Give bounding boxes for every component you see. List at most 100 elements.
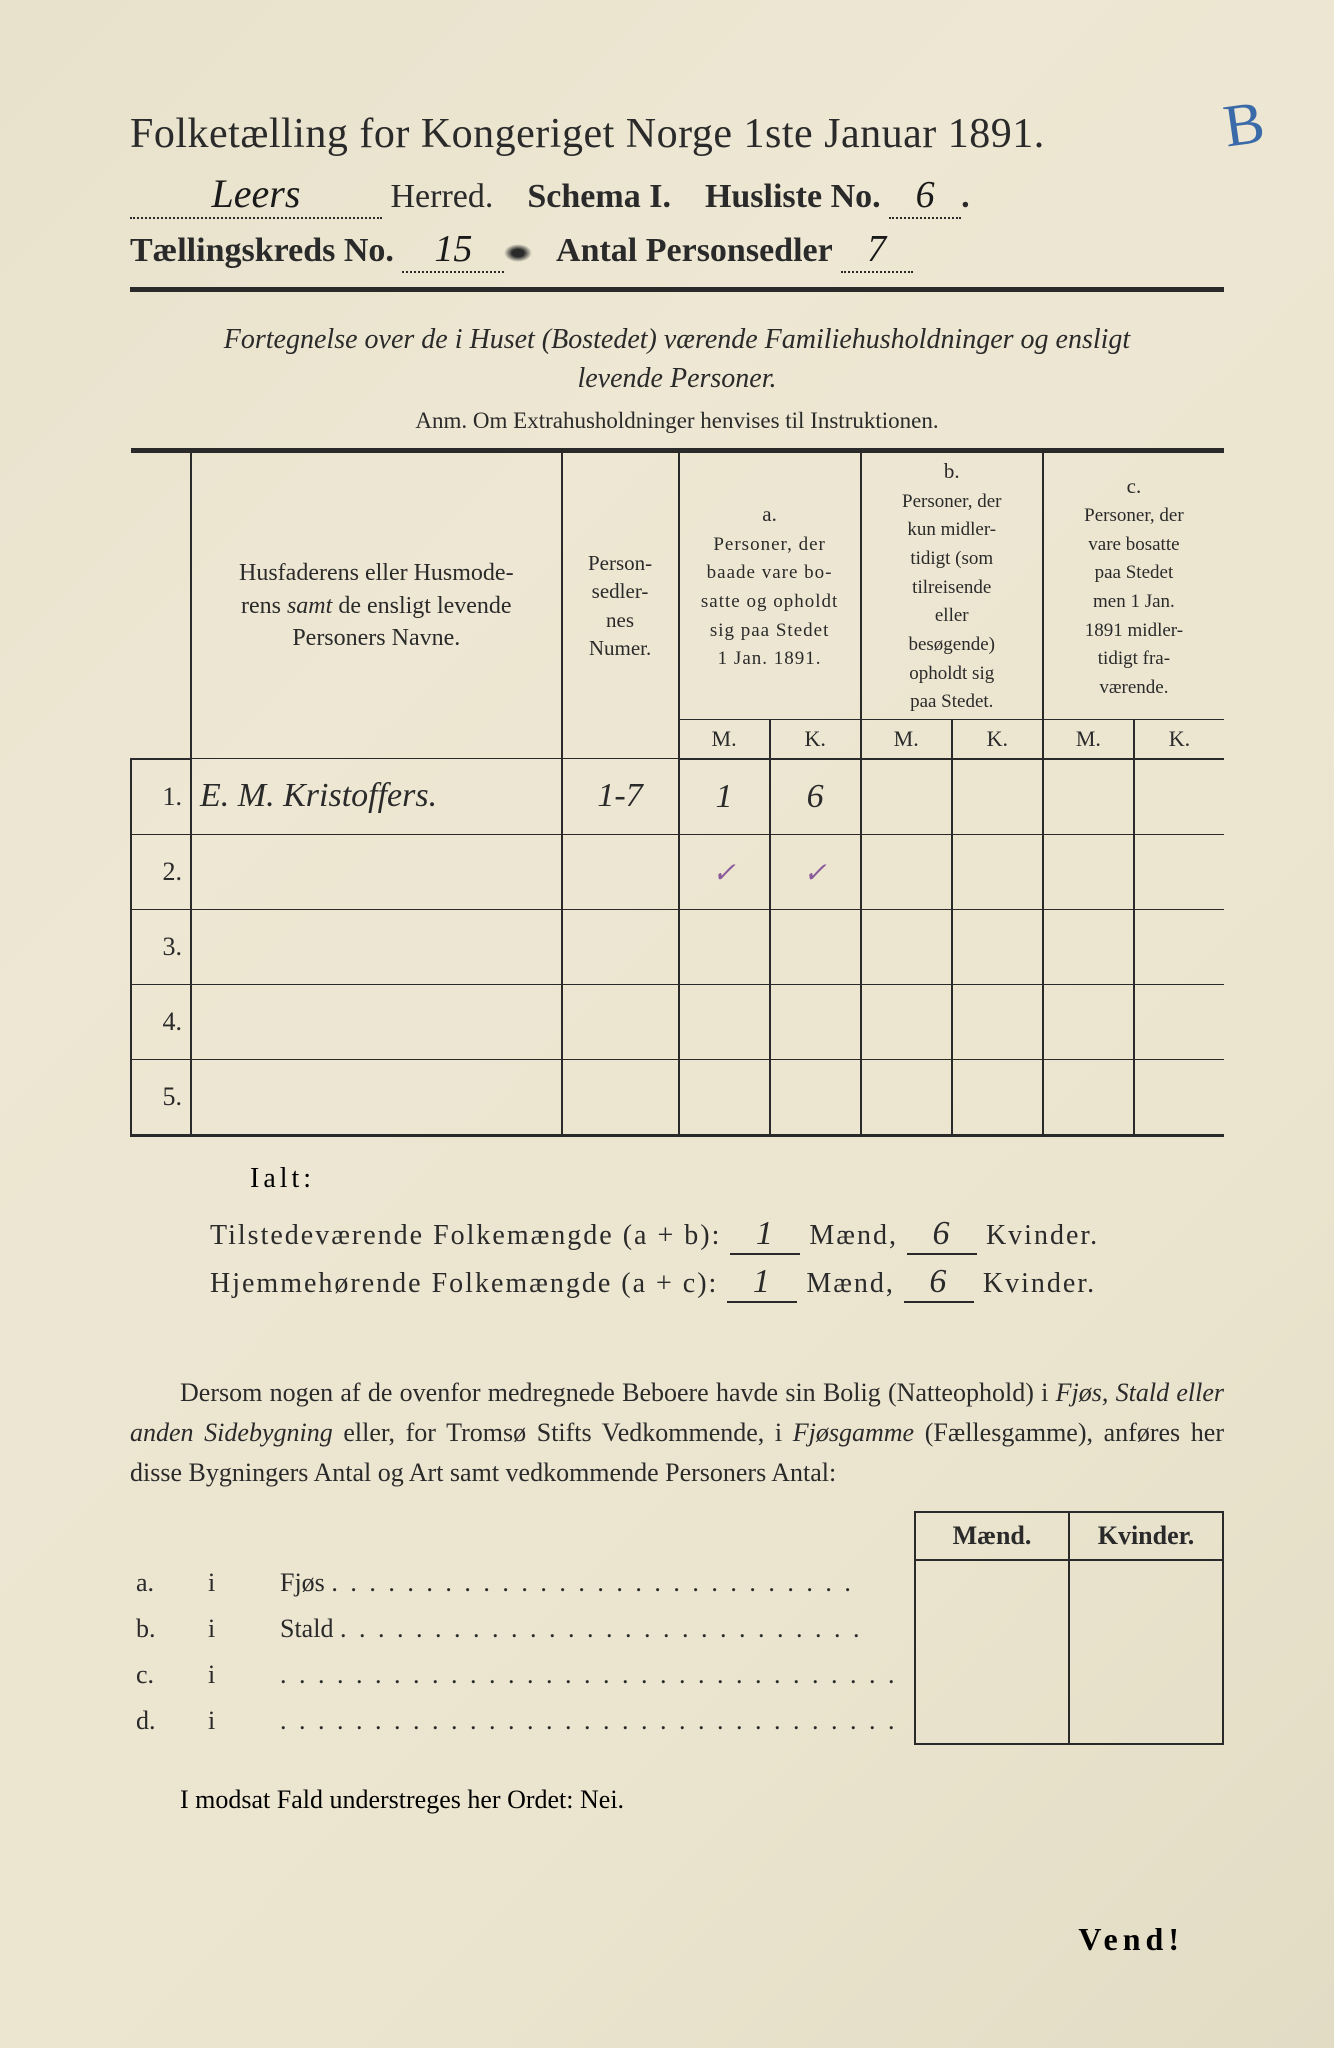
- col-maend: Mænd.: [915, 1512, 1069, 1560]
- row-letter: c.: [130, 1652, 202, 1698]
- antal-value: 7: [841, 227, 913, 273]
- dots: . . . . . . . . . . . . . . . . . . . . …: [331, 1568, 854, 1597]
- row-num: 4.: [131, 984, 191, 1059]
- resident-k: 6: [904, 1263, 974, 1303]
- modsat-line: I modsat Fald understreges her Ordet: Ne…: [130, 1785, 1224, 1815]
- row-letter: b.: [130, 1606, 202, 1652]
- row-type: . . . . . . . . . . . . . . . . . . . . …: [274, 1652, 915, 1698]
- maend-label: Mænd,: [806, 1268, 895, 1299]
- maend-label: Mænd,: [809, 1220, 898, 1251]
- name-cell: [191, 984, 562, 1059]
- bk-cell: [952, 984, 1043, 1059]
- subtitle: Fortegnelse over de i Huset (Bostedet) v…: [130, 320, 1224, 398]
- name-cell: [191, 909, 562, 984]
- ak-cell: [770, 1059, 861, 1135]
- bk-cell: [952, 1059, 1043, 1135]
- row-num: 3.: [131, 909, 191, 984]
- header-line-2: Leers Herred. Schema I. Husliste No. 6.: [130, 170, 1224, 219]
- husliste-label: Husliste No.: [705, 178, 881, 215]
- row-i: i: [202, 1560, 274, 1606]
- ck-cell: [1134, 759, 1224, 835]
- person-cell: [562, 1059, 679, 1135]
- resident-m: 1: [727, 1263, 797, 1303]
- dots: . . . . . . . . . . . . . . . . . . . . …: [280, 1706, 898, 1735]
- col-b-m: M.: [861, 719, 952, 758]
- bm-cell: [861, 759, 952, 835]
- outbuilding-row: a. i Fjøs . . . . . . . . . . . . . . . …: [130, 1560, 1223, 1606]
- present-k: 6: [907, 1215, 977, 1255]
- ak-cell: ✓: [770, 834, 861, 909]
- total-present: Tilstedeværende Folkemængde (a + b): 1 M…: [210, 1215, 1224, 1255]
- table-row: 5.: [131, 1059, 1224, 1135]
- blank: [130, 1512, 202, 1560]
- corner-annotation: B: [1219, 88, 1268, 162]
- resident-label: Hjemmehørende Folkemængde (a + c):: [210, 1268, 718, 1299]
- col-names: Husfaderens eller Husmode-rens samt de e…: [191, 451, 562, 759]
- schema-label: Schema I.: [527, 178, 671, 215]
- mk-cell: [915, 1606, 1069, 1652]
- row-num: 5.: [131, 1059, 191, 1135]
- dots: . . . . . . . . . . . . . . . . . . . . …: [340, 1614, 863, 1643]
- col-kvinder: Kvinder.: [1069, 1512, 1223, 1560]
- kreds-label: Tællingskreds No.: [130, 232, 394, 269]
- col-a-m: M.: [679, 719, 770, 758]
- row-num: 2.: [131, 834, 191, 909]
- row-num: 1.: [131, 759, 191, 835]
- table-row: 2. ✓ ✓: [131, 834, 1224, 909]
- bm-cell: [861, 1059, 952, 1135]
- purple-check: ✓: [712, 858, 735, 889]
- bm-cell: [861, 984, 952, 1059]
- am-cell: [679, 984, 770, 1059]
- ck-cell: [1134, 1059, 1224, 1135]
- cm-cell: [1043, 834, 1134, 909]
- row-i: i: [202, 1652, 274, 1698]
- name-cell: E. M. Kristoffers.: [191, 759, 562, 835]
- mk-cell: [1069, 1652, 1223, 1698]
- ck-cell: [1134, 909, 1224, 984]
- census-form-page: B Folketælling for Kongeriget Norge 1ste…: [0, 0, 1334, 2048]
- bk-cell: [952, 759, 1043, 835]
- mk-cell: [915, 1560, 1069, 1606]
- ak-cell: [770, 909, 861, 984]
- cm-cell: [1043, 759, 1134, 835]
- antal-label: Antal Personsedler: [556, 232, 832, 269]
- name-cell: [191, 1059, 562, 1135]
- person-cell: [562, 834, 679, 909]
- person-cell: 1-7: [562, 759, 679, 835]
- mk-cell: [915, 1652, 1069, 1698]
- col-b-k: K.: [952, 719, 1043, 758]
- ak-cell: 6: [770, 759, 861, 835]
- present-label: Tilstedeværende Folkemængde (a + b):: [210, 1220, 721, 1251]
- cm-cell: [1043, 1059, 1134, 1135]
- main-title: Folketælling for Kongeriget Norge 1ste J…: [130, 110, 1224, 158]
- subtitle-line-1: Fortegnelse over de i Huset (Bostedet) v…: [224, 324, 1130, 355]
- ak-cell: [770, 984, 861, 1059]
- col-a: a. Personer, derbaade vare bo-satte og o…: [679, 451, 861, 719]
- col-c-m: M.: [1043, 719, 1134, 758]
- name-cell: [191, 834, 562, 909]
- dots: . . . . . . . . . . . . . . . . . . . . …: [280, 1660, 898, 1689]
- col-c-k: K.: [1134, 719, 1224, 758]
- cm-cell: [1043, 984, 1134, 1059]
- header-line-3: Tællingskreds No. 15 Antal Personsedler …: [130, 227, 1224, 273]
- bm-cell: [861, 909, 952, 984]
- herred-value: Leers: [130, 170, 382, 219]
- ck-cell: [1134, 834, 1224, 909]
- bk-cell: [952, 909, 1043, 984]
- blank: [274, 1512, 915, 1560]
- header-rule: [130, 287, 1224, 292]
- anm-note: Anm. Om Extrahusholdninger henvises til …: [130, 408, 1224, 434]
- row-type: . . . . . . . . . . . . . . . . . . . . …: [274, 1698, 915, 1744]
- outbuilding-paragraph: Dersom nogen af de ovenfor medregnede Be…: [130, 1373, 1224, 1494]
- purple-check: ✓: [803, 858, 826, 889]
- am-cell: [679, 909, 770, 984]
- blank-head-2: [131, 719, 191, 758]
- table-row: 4.: [131, 984, 1224, 1059]
- mk-cell: [1069, 1698, 1223, 1744]
- total-resident: Hjemmehørende Folkemængde (a + c): 1 Mæn…: [210, 1263, 1224, 1303]
- table-body: 1. E. M. Kristoffers. 1-7 1 6 2. ✓ ✓: [131, 759, 1224, 1136]
- col-c: c. Personer, dervare bosattepaa Stedetme…: [1043, 451, 1224, 719]
- row-i: i: [202, 1606, 274, 1652]
- kreds-value: 15: [402, 227, 504, 273]
- herred-label: Herred.: [391, 178, 494, 215]
